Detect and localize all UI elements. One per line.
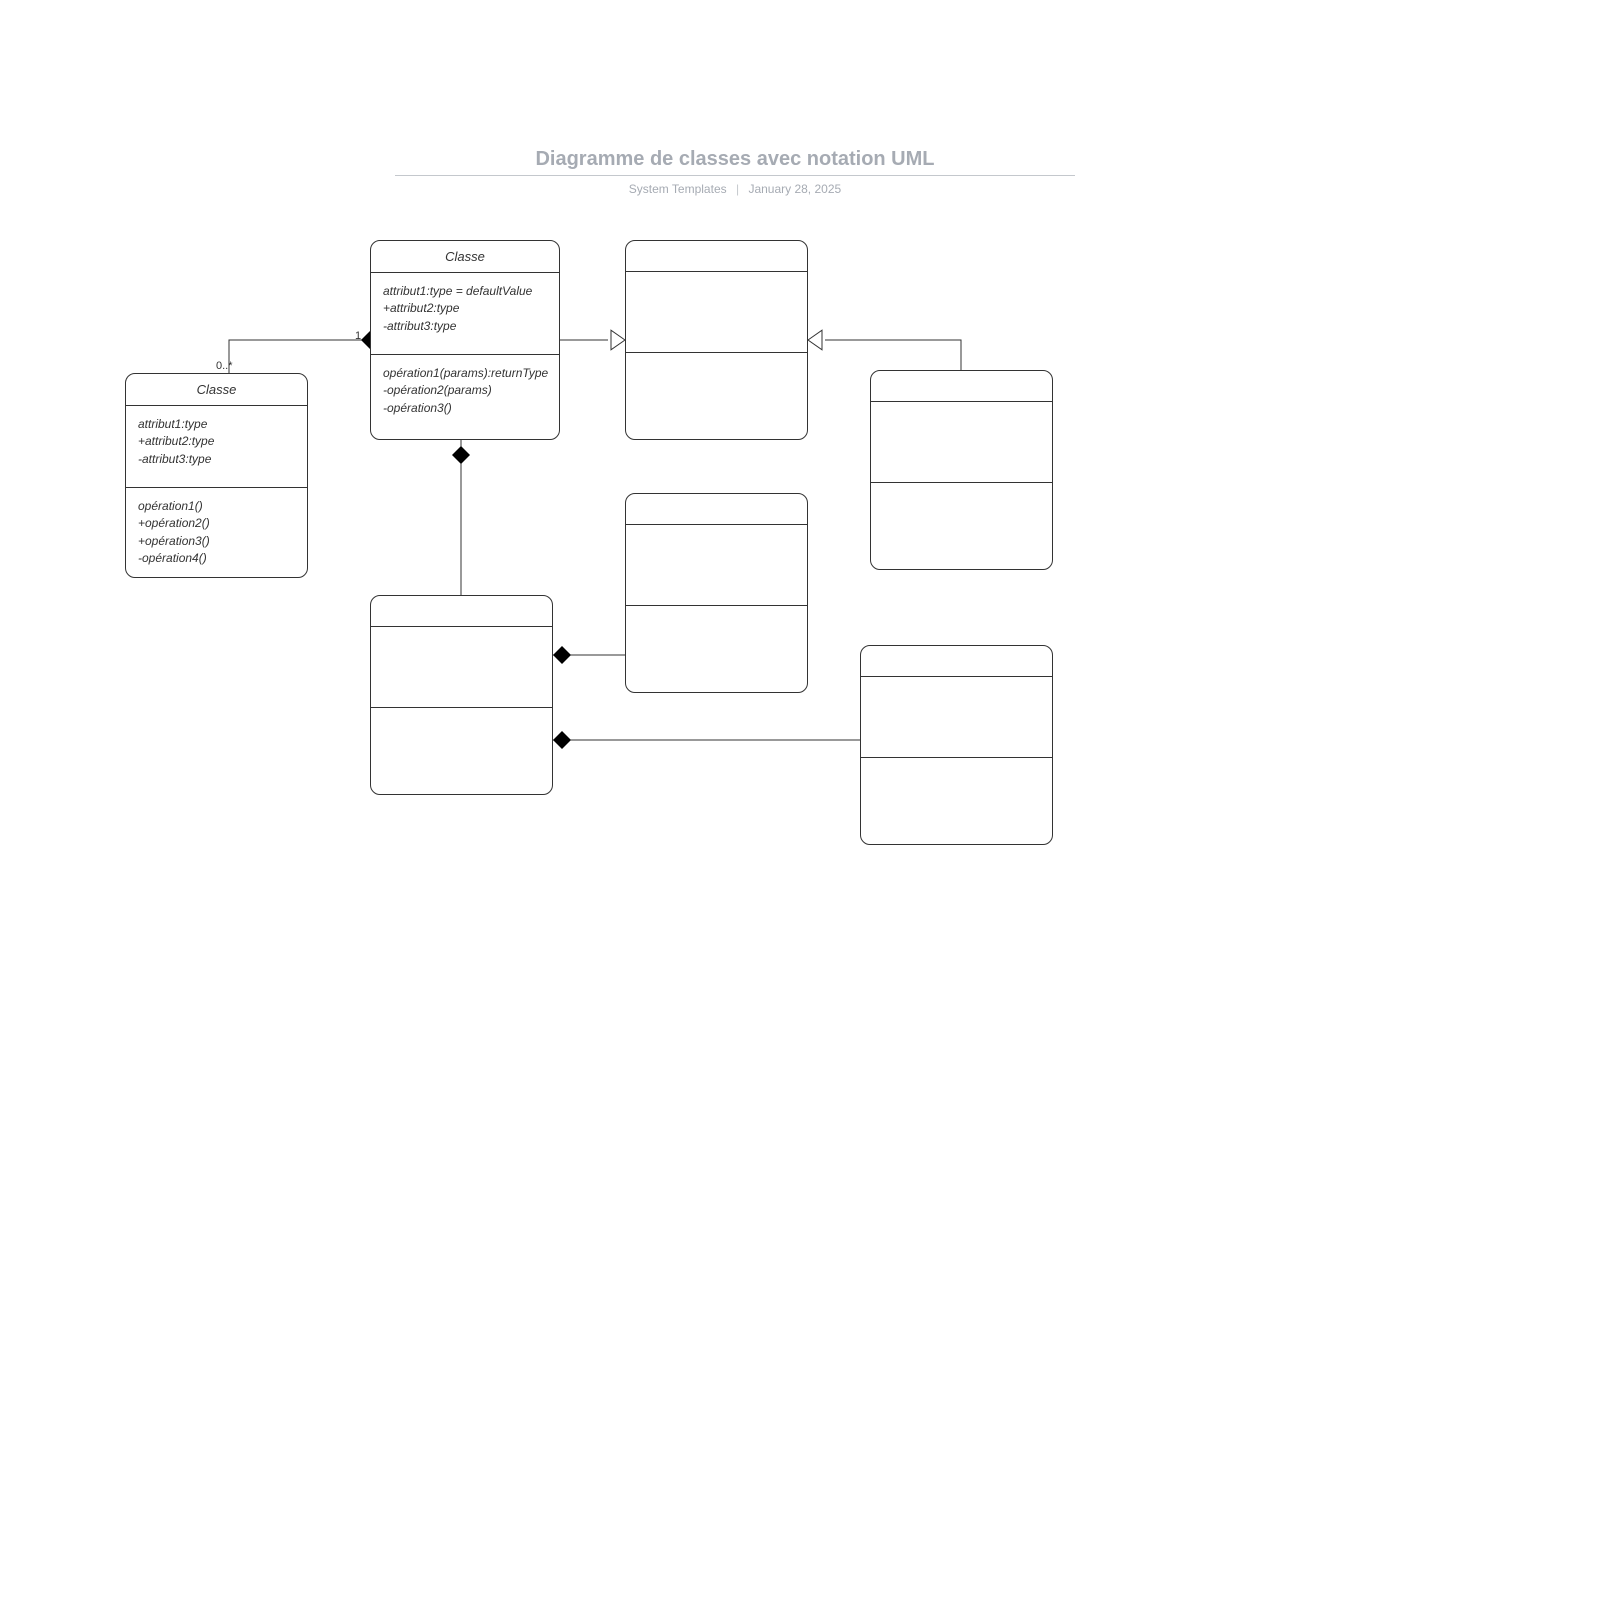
attributes-section bbox=[371, 627, 552, 708]
class-box-c1: Classeattribut1:type+attribut2:type-attr… bbox=[125, 373, 308, 578]
operations-section bbox=[371, 708, 552, 795]
generalization-arrow-icon bbox=[808, 330, 822, 350]
class-box-c4 bbox=[870, 370, 1053, 570]
operations-section bbox=[871, 483, 1052, 570]
attributes-section: attribut1:type+attribut2:type-attribut3:… bbox=[126, 406, 307, 488]
operations-section bbox=[626, 353, 807, 440]
class-box-c2: Classeattribut1:type = defaultValue+attr… bbox=[370, 240, 560, 440]
attributes-section bbox=[626, 272, 807, 353]
class-box-c3 bbox=[625, 240, 808, 440]
class-title-empty bbox=[861, 646, 1052, 677]
author-label: System Templates bbox=[629, 182, 727, 196]
diagram-subtitle: System Templates | January 28, 2025 bbox=[395, 182, 1075, 196]
diagram-title: Diagramme de classes avec notation UML bbox=[395, 148, 1075, 176]
attributes-section bbox=[861, 677, 1052, 758]
operations-section bbox=[626, 606, 807, 693]
date-label: January 28, 2025 bbox=[748, 182, 841, 196]
operations-section bbox=[861, 758, 1052, 845]
composition-diamond-icon bbox=[553, 646, 571, 664]
multiplicity-1: 1 bbox=[355, 330, 361, 342]
class-title-empty bbox=[626, 494, 807, 525]
composition-diamond-icon bbox=[553, 731, 571, 749]
class-box-c6 bbox=[370, 595, 553, 795]
diagram-header: Diagramme de classes avec notation UML S… bbox=[395, 148, 1075, 196]
connector-e3 bbox=[825, 340, 961, 370]
attributes-section: attribut1:type = defaultValue+attribut2:… bbox=[371, 273, 559, 355]
class-title-empty bbox=[871, 371, 1052, 402]
class-box-c5 bbox=[625, 493, 808, 693]
separator: | bbox=[736, 182, 739, 196]
operations-section: opération1(params):returnType-opération2… bbox=[371, 355, 559, 437]
class-title: Classe bbox=[371, 241, 559, 273]
multiplicity-0star: 0..* bbox=[216, 360, 233, 372]
composition-diamond-icon bbox=[452, 446, 470, 464]
class-title-empty bbox=[371, 596, 552, 627]
class-title-empty bbox=[626, 241, 807, 272]
class-box-c7 bbox=[860, 645, 1053, 845]
attributes-section bbox=[626, 525, 807, 606]
class-title: Classe bbox=[126, 374, 307, 406]
attributes-section bbox=[871, 402, 1052, 483]
connector-e1 bbox=[229, 340, 370, 373]
operations-section: opération1()+opération2()+opération3()-o… bbox=[126, 488, 307, 578]
generalization-arrow-icon bbox=[611, 330, 625, 350]
